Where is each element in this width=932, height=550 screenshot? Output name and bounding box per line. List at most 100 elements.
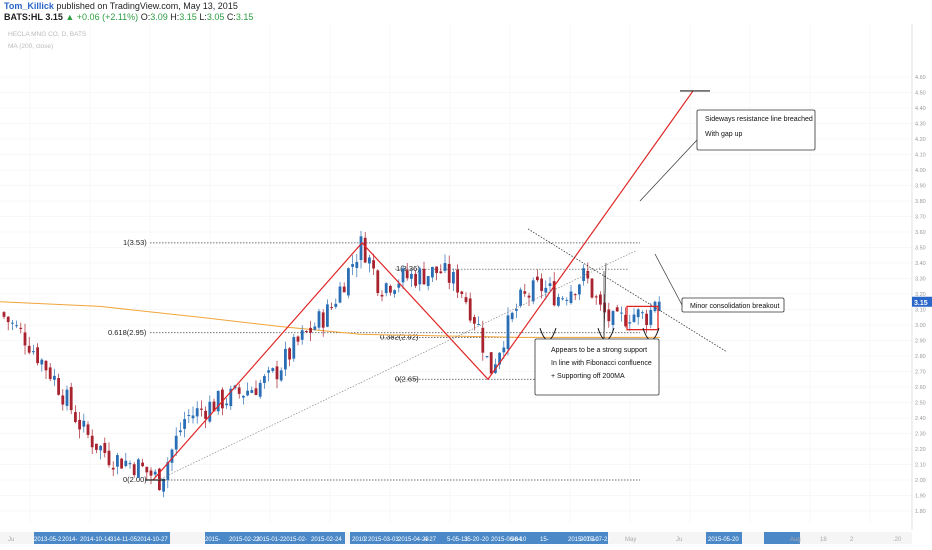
candle-body (82, 420, 86, 427)
candle-body (477, 324, 480, 326)
price-tick-label: 1.90 (915, 494, 926, 500)
callout-text: With gap up (705, 131, 742, 138)
price-tick-label: 2.60 (915, 385, 926, 391)
time-tick-label: 35-20 (464, 537, 480, 543)
candle-body (397, 283, 401, 288)
annotation-callout: Sideways resistance line breached With ga… (639, 109, 816, 202)
candle-body (502, 347, 506, 353)
candle-body (607, 309, 611, 322)
watermark-title: HECLA MNG CO, D, BATS (8, 31, 87, 38)
callout-text: In line with Fibonacci confluence (551, 360, 652, 367)
candle-body (380, 294, 384, 297)
fib-level-label: 0(2.65) (395, 374, 419, 383)
candle-body (11, 322, 14, 324)
time-tick-label: 5-05-13 (447, 537, 468, 543)
candle-body (464, 297, 468, 303)
candle-body (527, 295, 531, 298)
candle-body (208, 401, 212, 422)
candle-body (254, 388, 258, 396)
high-label: H: (170, 12, 180, 22)
price-tick-label: 2.90 (915, 339, 926, 345)
candle-body (523, 291, 527, 294)
support-arc (539, 327, 557, 341)
candle-body (401, 268, 405, 283)
author-link[interactable]: Tom_Killick (4, 1, 54, 11)
price-axis-bg (912, 24, 932, 550)
moving-average-200 (0, 301, 660, 338)
candle-body (515, 309, 518, 311)
time-axis-range (205, 532, 345, 544)
candle-body (313, 326, 317, 330)
fib-level-label: 0.618(2.95) (108, 328, 147, 337)
candle-body (107, 450, 111, 466)
candle-body (384, 283, 388, 294)
candle-body (300, 330, 304, 340)
candle-body (473, 317, 476, 324)
price-tick-label: 4.10 (915, 153, 926, 159)
candle-body (200, 408, 203, 410)
candle-body (586, 270, 590, 279)
candle-body (389, 285, 392, 293)
candle-body (78, 419, 81, 430)
candle-body (124, 460, 128, 466)
candle-body (183, 419, 186, 429)
candle-body (347, 268, 350, 296)
quote-line: BATS:HL 3.15 ▲ +0.06 (+2.11%) O:3.09 H:3… (4, 12, 253, 22)
price-tick-label: 3.20 (915, 292, 926, 298)
price-tick-label: 3.60 (915, 230, 926, 236)
candle-body (594, 296, 598, 298)
candle-body (128, 463, 132, 465)
candle-body (561, 298, 564, 300)
publish-line: Tom_Killick published on TradingView.com… (4, 1, 238, 11)
candle-body (263, 376, 266, 383)
published-text: published on TradingView.com, May 13, 20… (56, 1, 238, 11)
last-value: 3.15 (45, 12, 63, 22)
candle-body (447, 263, 451, 283)
candle-body (2, 312, 6, 317)
time-tick-label: 18 (820, 537, 827, 543)
grid (0, 24, 912, 524)
candle-body (69, 387, 73, 411)
candle-body (212, 401, 216, 412)
candle-body (645, 313, 648, 326)
open-value: 3.09 (150, 12, 168, 22)
time-tick-label: 314-11-05 (110, 537, 138, 543)
time-axis-range (34, 532, 170, 544)
time-tick-label: 4-27 (424, 537, 437, 543)
candle-body (191, 415, 195, 419)
candle-body (615, 307, 619, 312)
time-tick-label: Aug (790, 537, 801, 543)
price-chart[interactable]: HECLA MNG CO, D, BATS MA (200, close) 1(… (0, 24, 932, 550)
candle-body (489, 352, 493, 374)
time-axis[interactable]: 2013-05-2 2014- 2014-10-14 314-11-05 2014-10… (0, 532, 912, 544)
time-tick-label: 2015-06-04 (491, 537, 522, 543)
time-tick-label: 2015-02-23 (229, 537, 260, 543)
price-tick-label: 2.10 (915, 463, 926, 469)
support-arc (597, 327, 615, 341)
callout-box (534, 338, 660, 396)
candle-body (74, 412, 77, 422)
time-tick-label: 2 (364, 537, 368, 543)
candle-body (510, 312, 514, 320)
time-tick-label: 2015-01-2 (256, 537, 284, 543)
time-tick-label: 2015-04-22 (398, 537, 429, 543)
candle-body (40, 359, 44, 365)
candle-body (657, 301, 661, 312)
candle-body (284, 348, 287, 370)
symbol: BATS:HL (4, 12, 43, 22)
candle-body (636, 309, 640, 318)
fib-level-label: 0(2.00) (123, 475, 147, 484)
candle-body (317, 311, 321, 328)
candle-body (498, 352, 501, 365)
price-axis[interactable]: 4.60 4.50 4.40 4.30 4.20 4.10 4.00 3.90 3.80 3.70… (911, 24, 932, 550)
time-tick-label: 2014- (62, 537, 77, 543)
time-axis-range (350, 532, 608, 544)
fib-level-label: 1(3.53) (123, 238, 147, 247)
time-tick-label: 2014-10-14 (80, 537, 111, 543)
watermark-indicator: MA (200, close) (8, 43, 53, 50)
support-trend-line (157, 250, 637, 481)
candle-body (569, 291, 573, 303)
annotations: Sideways resistance line breached With ga… (534, 109, 816, 396)
time-tick-label: 2010 (352, 537, 366, 543)
candle-body (6, 316, 10, 323)
